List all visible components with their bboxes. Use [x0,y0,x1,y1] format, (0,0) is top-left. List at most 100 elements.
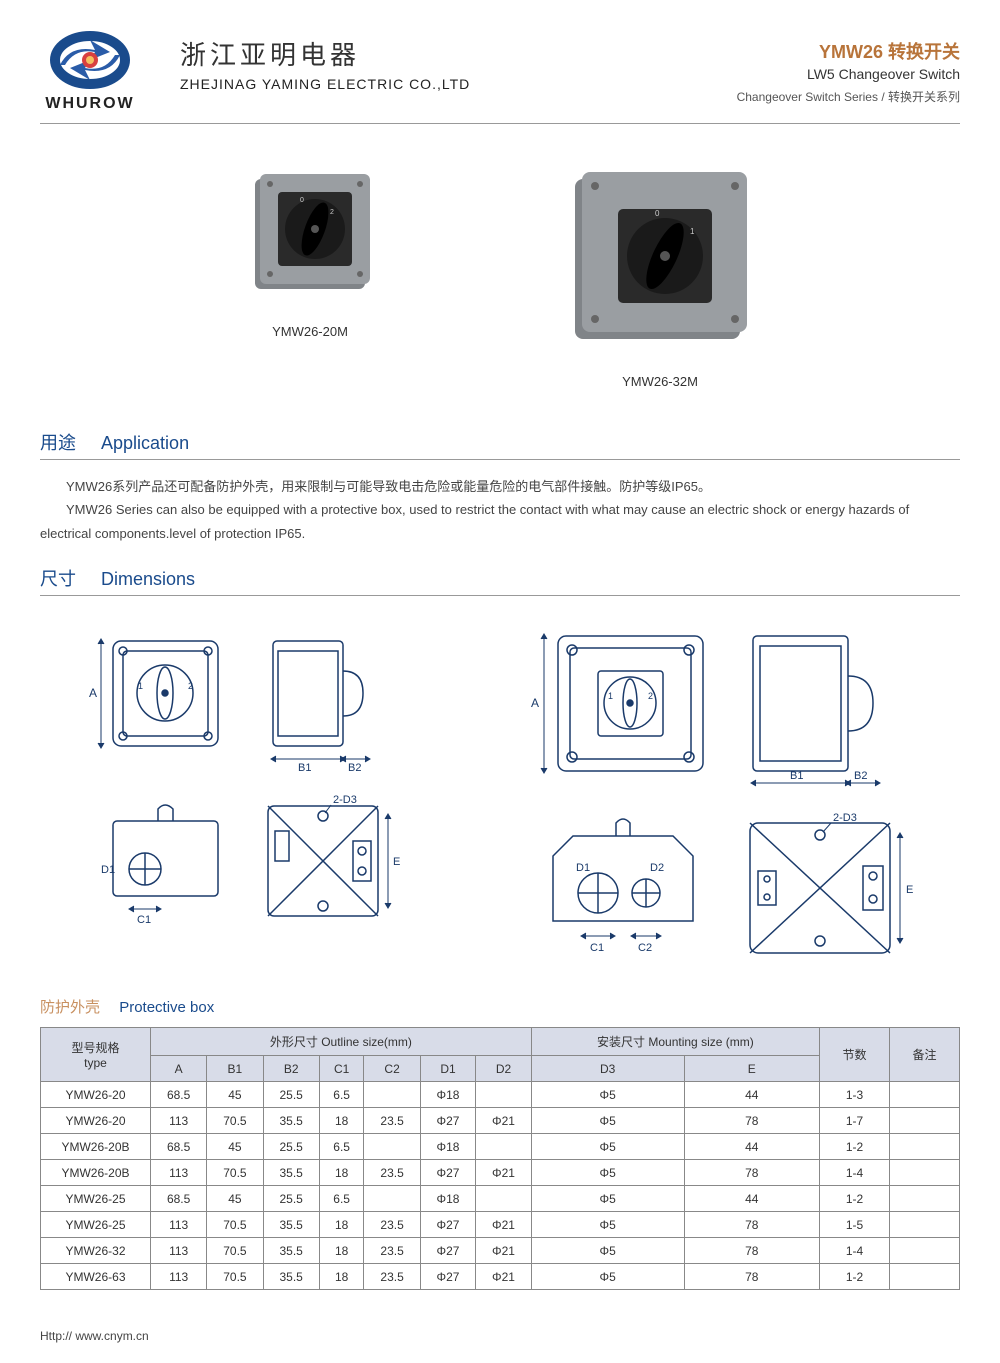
header-left: WHUROW 浙江亚明电器 ZHEJINAG YAMING ELECTRIC C… [40,30,470,113]
table-row: YMW26-20B68.54525.56.5Φ18Φ5441-2 [41,1134,960,1160]
svg-text:C1: C1 [590,942,604,954]
table-cell: 35.5 [263,1108,319,1134]
table-cell: 70.5 [207,1108,263,1134]
table-cell: 1-5 [820,1212,890,1238]
header-right: YMW26 转换开关 LW5 Changeover Switch Changeo… [737,30,960,105]
subsection-protective-box: 防护外壳 Protective box [40,996,960,1017]
table-cell: 6.5 [319,1186,364,1212]
table-cell: 70.5 [207,1212,263,1238]
table-cell [890,1082,960,1108]
th-D2: D2 [476,1056,532,1082]
table-cell: 23.5 [364,1160,420,1186]
table-cell: 70.5 [207,1160,263,1186]
svg-text:B2: B2 [854,770,867,782]
table-cell: 18 [319,1160,364,1186]
table-cell: 44 [684,1082,819,1108]
table-cell: 6.5 [319,1134,364,1160]
svg-text:B2: B2 [348,762,361,771]
svg-text:0: 0 [655,209,660,218]
table-cell: 35.5 [263,1238,319,1264]
diagram-small-back: 2-D3 E [253,791,403,931]
table-cell: 113 [151,1264,207,1290]
table-cell: Φ5 [531,1160,684,1186]
table-cell: YMW26-20B [41,1160,151,1186]
svg-text:1: 1 [690,227,695,236]
table-cell [476,1186,532,1212]
app-title-en: Application [101,433,189,453]
application-text-en: YMW26 Series can also be equipped with a… [40,498,960,545]
switch-small-icon: 0 2 [240,154,380,304]
table-cell: Φ18 [420,1082,476,1108]
table-cell: Φ5 [531,1238,684,1264]
product-code: YMW26 转换开关 [737,38,960,64]
table-cell: 25.5 [263,1186,319,1212]
table-cell: 68.5 [151,1082,207,1108]
table-row: YMW26-2568.54525.56.5Φ18Φ5441-2 [41,1186,960,1212]
svg-text:1: 1 [608,691,613,701]
th-mounting: 安装尺寸 Mounting size (mm) [531,1028,819,1056]
svg-text:D1: D1 [576,862,590,874]
table-cell: YMW26-20 [41,1082,151,1108]
table-cell: 23.5 [364,1212,420,1238]
dim-title-cn: 尺寸 [40,569,76,589]
svg-text:C2: C2 [638,942,652,954]
th-B2: B2 [263,1056,319,1082]
company-name-cn: 浙江亚明电器 [180,35,470,72]
diagram-small-side: B1 B2 [253,621,403,771]
table-cell: Φ5 [531,1264,684,1290]
table-cell: 68.5 [151,1186,207,1212]
footer-url: Http:// www.cnym.cn [40,1329,149,1343]
table-cell: 18 [319,1212,364,1238]
table-cell: 45 [207,1186,263,1212]
table-cell: 35.5 [263,1212,319,1238]
section-application-title: 用途 Application [40,429,960,460]
table-cell: Φ27 [420,1160,476,1186]
table-cell: YMW26-20 [41,1108,151,1134]
table-cell: 113 [151,1212,207,1238]
table-cell: YMW26-32 [41,1238,151,1264]
table-cell [890,1212,960,1238]
whurow-logo-icon [40,30,140,90]
th-sections: 节数 [820,1028,890,1082]
table-cell: 45 [207,1082,263,1108]
diagram-small-bottom: D1 C1 [83,791,233,931]
table-cell: 1-7 [820,1108,890,1134]
svg-text:2-D3: 2-D3 [833,812,857,824]
table-cell: Φ21 [476,1160,532,1186]
svg-text:D1: D1 [101,864,115,876]
product-2-label: YMW26-32M [560,374,760,389]
th-D1: D1 [420,1056,476,1082]
table-cell [890,1160,960,1186]
svg-text:B1: B1 [298,762,311,771]
table-cell: 78 [684,1212,819,1238]
table-cell: 78 [684,1160,819,1186]
table-cell: YMW26-25 [41,1212,151,1238]
table-cell: Φ5 [531,1108,684,1134]
svg-text:E: E [393,856,400,868]
product-2: 0 1 YMW26-32M [560,154,760,389]
section-dimensions-title: 尺寸 Dimensions [40,565,960,596]
th-E: E [684,1056,819,1082]
company-name-en: ZHEJINAG YAMING ELECTRIC CO.,LTD [180,76,470,92]
table-row: YMW26-6311370.535.51823.5Φ27Φ21Φ5781-2 [41,1264,960,1290]
table-cell: YMW26-20B [41,1134,151,1160]
th-type: 型号规格 type [41,1028,151,1082]
diagram-group-large: 1 2 A [528,621,918,971]
table-cell: 78 [684,1238,819,1264]
box-title-en: Protective box [119,999,214,1016]
table-cell: 1-2 [820,1264,890,1290]
table-cell: Φ5 [531,1212,684,1238]
svg-text:A: A [531,696,539,710]
table-cell [476,1134,532,1160]
svg-text:2: 2 [330,209,334,216]
table-cell: YMW26-25 [41,1186,151,1212]
table-cell: 113 [151,1108,207,1134]
table-cell: 6.5 [319,1082,364,1108]
table-cell: 1-4 [820,1238,890,1264]
table-row: YMW26-2011370.535.51823.5Φ27Φ21Φ5781-7 [41,1108,960,1134]
th-A: A [151,1056,207,1082]
page-header: WHUROW 浙江亚明电器 ZHEJINAG YAMING ELECTRIC C… [40,30,960,124]
product-series: Changeover Switch Series / 转换开关系列 [737,88,960,105]
table-cell: 44 [684,1186,819,1212]
table-row: YMW26-2511370.535.51823.5Φ27Φ21Φ5781-5 [41,1212,960,1238]
